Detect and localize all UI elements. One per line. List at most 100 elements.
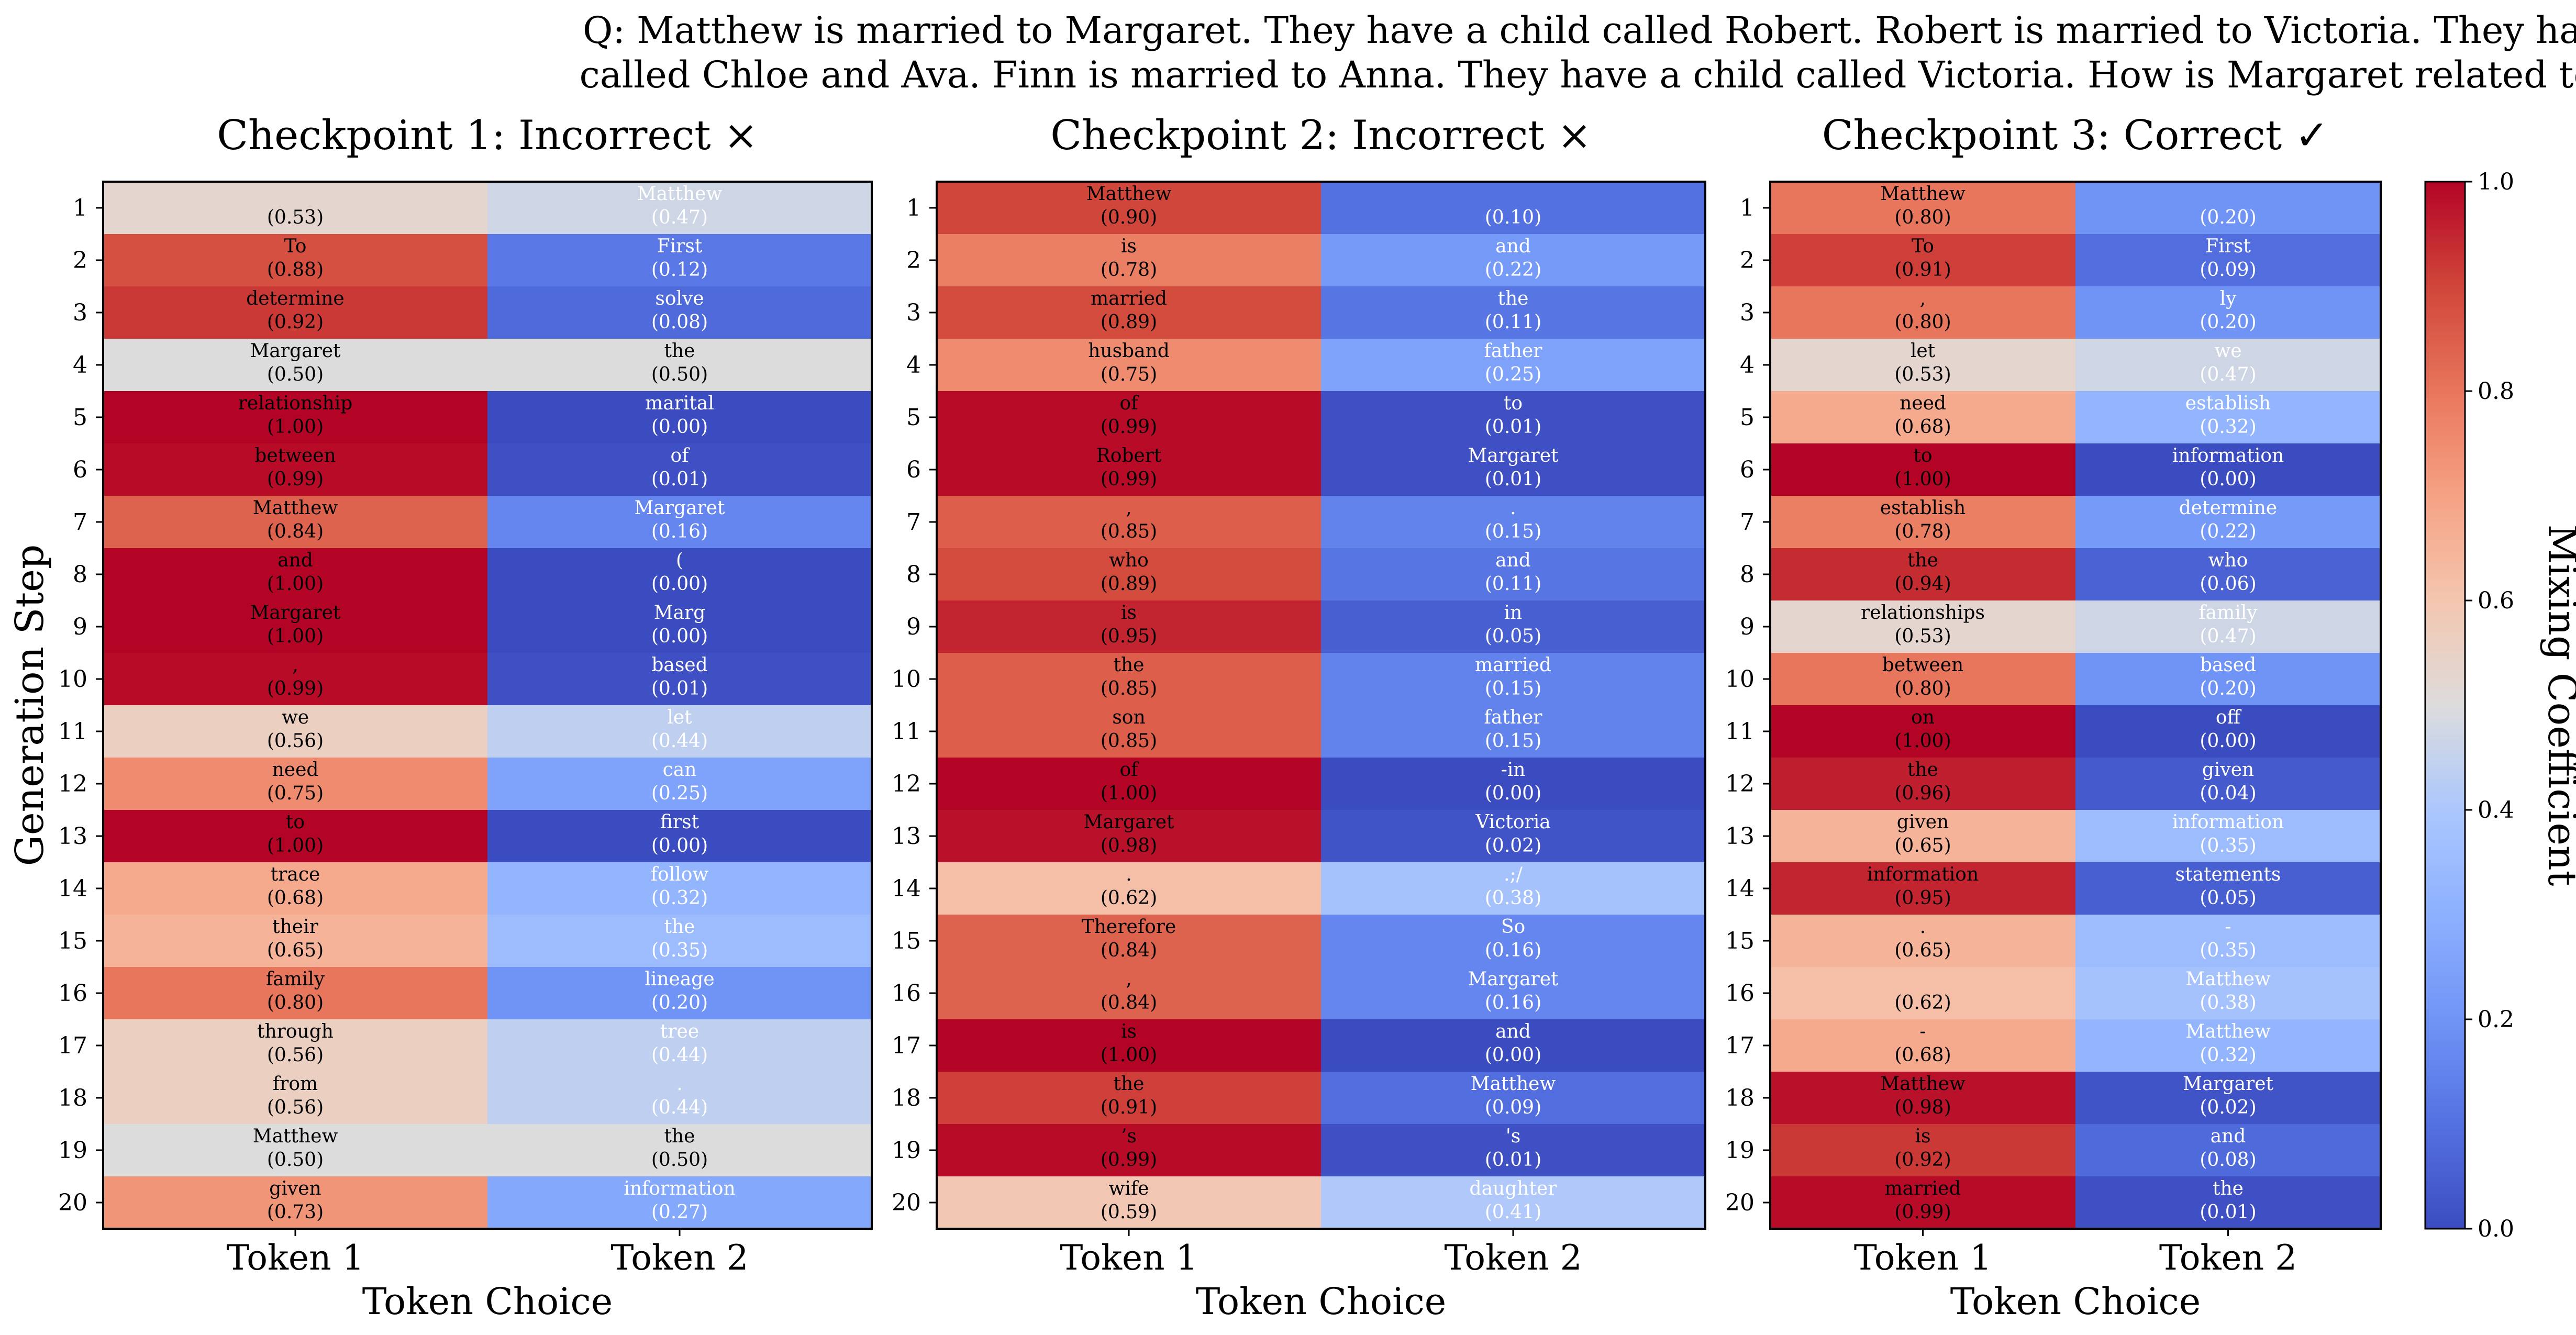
y-tick-label: 7 <box>73 509 87 536</box>
cell-token: is <box>1121 602 1137 624</box>
cell-value: (0.00) <box>651 835 708 856</box>
colorbar-tick-label: 1.0 <box>2478 169 2514 195</box>
heatmap-cell <box>937 443 1322 496</box>
cell-token: . <box>1510 497 1516 519</box>
cell-value: (0.04) <box>2200 783 2256 804</box>
y-tick-label: 4 <box>906 352 921 379</box>
cell-value: (0.80) <box>1894 312 1951 333</box>
y-tick-label: 18 <box>892 1085 921 1111</box>
cell-value: (0.00) <box>651 416 708 438</box>
y-tick-label: 17 <box>892 1032 921 1059</box>
y-axis-label: Generation Step <box>7 544 52 866</box>
colorbar-tick-label: 0.2 <box>2478 1006 2514 1033</box>
cell-token: Margaret <box>2183 1073 2274 1095</box>
cell-value: (0.90) <box>1101 207 1157 228</box>
cell-token: statements <box>2175 864 2281 885</box>
heatmap-cell <box>1321 443 1706 496</box>
cell-value: (0.25) <box>1485 364 1541 385</box>
heatmap-cell <box>2075 967 2381 1020</box>
cell-token: information <box>2172 445 2284 466</box>
cell-value: (0.01) <box>1485 1149 1541 1171</box>
heatmap-cell <box>1770 443 2076 496</box>
heatmap-cell <box>103 1176 488 1229</box>
cell-value: (0.65) <box>1894 835 1951 856</box>
cell-value: (0.16) <box>651 521 708 542</box>
y-tick-label: 16 <box>1725 980 1755 1007</box>
cell-token: between <box>1882 654 1963 676</box>
heatmap-cell <box>103 286 488 339</box>
heatmap-cell <box>1770 286 2076 339</box>
cell-value: (0.80) <box>267 992 324 1014</box>
cell-token: father <box>1484 340 1543 362</box>
cell-value: (0.53) <box>1894 364 1951 385</box>
heatmap-cell <box>487 443 872 496</box>
heatmap-cell <box>1770 1072 2076 1125</box>
cell-value: (0.73) <box>267 1202 324 1223</box>
cell-value: (0.50) <box>267 1149 324 1171</box>
y-tick-label: 8 <box>1740 561 1755 588</box>
cell-value: (0.68) <box>1894 416 1951 438</box>
y-tick-label: 13 <box>58 823 87 850</box>
heatmap-cell <box>1321 182 1706 235</box>
heatmap-cell <box>1770 234 2076 287</box>
cell-value: (0.65) <box>1894 940 1951 961</box>
cell-token: the <box>1907 550 1938 571</box>
cell-value: (0.75) <box>267 783 324 804</box>
heatmap-cell <box>103 1019 488 1072</box>
heatmap-cell <box>937 967 1322 1020</box>
cell-token: First <box>657 236 703 257</box>
heatmap-cell <box>1321 810 1706 863</box>
heatmap-cell <box>937 915 1322 967</box>
heatmap-cell <box>103 548 488 601</box>
cell-value: (0.95) <box>1101 626 1157 647</box>
cell-value: (0.98) <box>1101 835 1157 856</box>
y-tick-label: 7 <box>1740 509 1755 536</box>
heatmap-cell <box>487 1019 872 1072</box>
heatmap-cell <box>937 758 1322 810</box>
cell-token: determine <box>246 288 344 309</box>
cell-value: (1.00) <box>1101 783 1157 804</box>
cell-token: let <box>1911 340 1936 362</box>
heatmap-cell <box>1770 1124 2076 1177</box>
heatmap-cell <box>937 600 1322 653</box>
heatmap-cell <box>2075 286 2381 339</box>
cell-token: we <box>2214 340 2241 362</box>
y-tick-label: 3 <box>1740 299 1755 326</box>
cell-token: the <box>664 916 695 938</box>
heatmap-cell <box>937 705 1322 758</box>
heatmap-cell <box>487 1124 872 1177</box>
cell-value: (0.68) <box>267 887 324 909</box>
cell-token: Matthew <box>253 1126 338 1147</box>
cell-token: can <box>663 759 697 781</box>
cell-value: (0.92) <box>1894 1149 1951 1171</box>
cell-value: (0.65) <box>267 940 324 961</box>
heatmap-cell <box>1770 862 2076 915</box>
heatmap-cell <box>103 443 488 496</box>
cell-token: marital <box>645 393 714 414</box>
y-tick-label: 20 <box>1725 1189 1755 1216</box>
cell-token: of <box>671 445 691 466</box>
cell-token: based <box>651 654 707 676</box>
cell-value: (0.53) <box>267 207 324 228</box>
cell-value: (0.88) <box>267 259 324 281</box>
y-tick-label: 1 <box>73 195 87 221</box>
cell-value: (0.22) <box>2200 521 2256 542</box>
cell-token: Matthew <box>1471 1073 1556 1095</box>
question-line-2: called Chloe and Ava. Finn is married to… <box>580 53 2576 96</box>
cell-value: (0.00) <box>651 573 708 595</box>
cell-token: need <box>1900 393 1946 414</box>
heatmap-cell <box>1321 391 1706 444</box>
cell-value: (0.01) <box>651 678 708 699</box>
x-tick-label: Token 1 <box>226 1238 364 1278</box>
cell-token: , <box>1126 497 1131 519</box>
heatmap-cell <box>937 653 1322 706</box>
heatmap-cell <box>937 182 1322 235</box>
cell-token: and <box>277 550 313 571</box>
heatmap-cell <box>1770 182 2076 235</box>
cell-token: Therefore <box>1082 916 1176 938</box>
cell-value: (0.00) <box>2200 469 2256 490</box>
heatmap-cell <box>2075 1176 2381 1229</box>
heatmap-cell <box>937 1176 1322 1229</box>
cell-token: husband <box>1088 340 1170 362</box>
cell-token: need <box>272 759 319 781</box>
